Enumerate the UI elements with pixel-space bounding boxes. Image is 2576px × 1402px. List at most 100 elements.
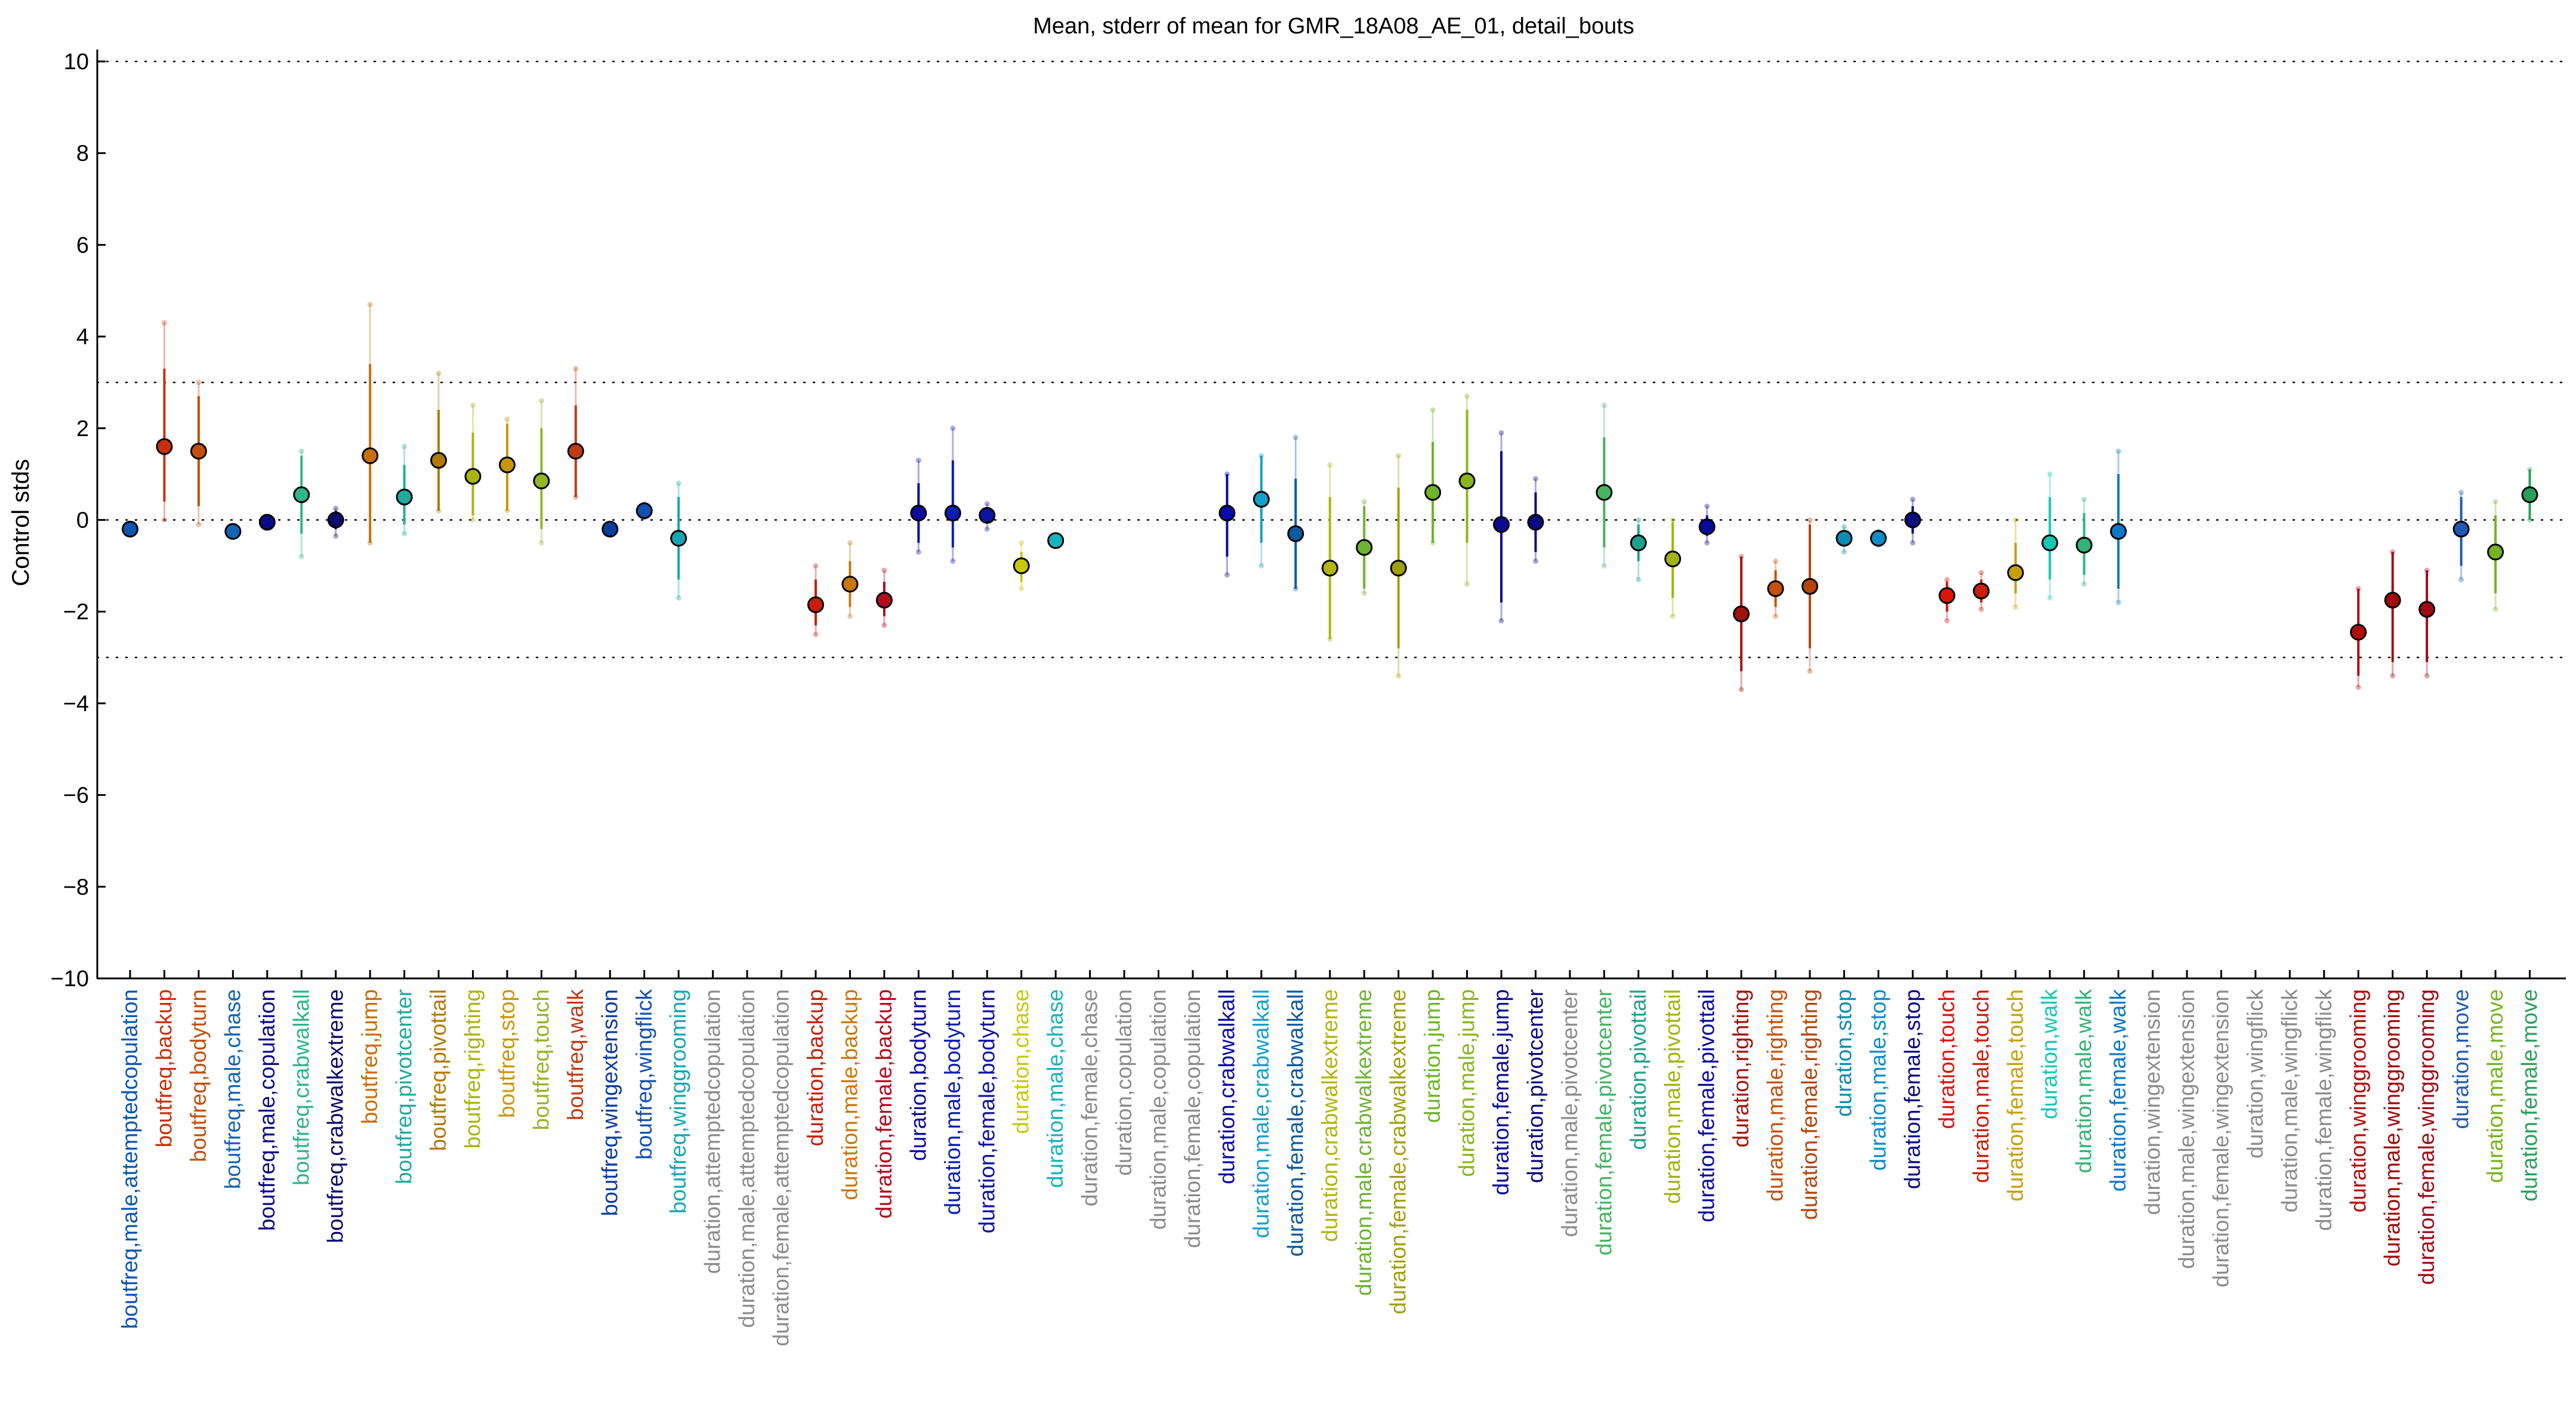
x-tick-label: boutfreq,wingextension [597,989,622,1216]
x-tick-label: duration,righting [1729,989,1753,1147]
mean-marker [1493,516,1510,533]
x-tick-label: duration,winggrooming [2346,989,2370,1212]
data-point-group [1356,499,1373,596]
mean-marker [533,473,550,490]
data-point-group [258,514,276,531]
mean-marker [498,456,516,474]
data-point-group [2075,496,2093,587]
x-tick-label: duration,female,righting [1797,989,1822,1220]
data-point-group [533,398,550,546]
x-tick-label: duration,male,righting [1763,989,1788,1202]
mean-marker [1287,525,1304,542]
range-cap [1361,590,1367,596]
range-cap [847,613,853,619]
x-tick-label: duration,female,touch [2003,989,2028,1202]
range-cap [984,526,990,532]
range-cap [1841,549,1847,555]
mean-marker [1596,484,1613,501]
x-tick-label: duration,female,backup [872,989,896,1219]
mean-marker [1767,580,1784,597]
x-tick-label: duration,male,wingflick [2277,989,2302,1213]
x-tick-label: duration,wingextension [2140,989,2165,1215]
mean-marker [910,504,927,521]
data-marks [122,301,2538,693]
data-point-group [1321,462,1338,642]
mean-marker [2384,591,2401,609]
x-tick-label: boutfreq,wingflick [632,989,656,1160]
range-cap [1841,524,1847,530]
mean-marker [807,596,824,613]
range-cap [813,563,819,569]
data-point-group [2110,448,2127,606]
mean-marker [1733,606,1750,623]
range-cap [1909,496,1915,502]
range-cap [1464,393,1470,399]
data-point-group [1424,407,1442,546]
x-tick-label: duration,male,crabwalkall [1249,989,1273,1238]
range-cap [2047,595,2053,601]
x-tick-label: duration,move [2449,989,2473,1129]
range-cap [813,632,819,638]
mean-marker [1321,560,1338,577]
data-point-group [1047,532,1065,549]
data-point-group [122,520,138,538]
x-tick-label: duration,copulation [1112,989,1136,1176]
range-cap [1258,563,1264,569]
x-tick-label: duration,male,backup [837,989,862,1200]
x-tick-label: duration,female,jump [1489,989,1513,1196]
range-cap [847,540,853,546]
data-point-group [327,505,344,539]
data-point-group [156,320,173,523]
mean-marker [224,523,242,540]
x-tick-label: boutfreq,male,copulation [255,989,279,1231]
x-tick-label: duration,female,crabwalkextreme [1386,989,1411,1314]
x-tick-label: duration,female,stop [1900,989,1924,1189]
mean-marker [2007,564,2024,581]
mean-marker [1390,560,1407,577]
range-cap [2458,576,2464,582]
data-point-group [1390,453,1407,679]
range-cap [1773,558,1779,564]
y-tick-label: 4 [76,325,89,350]
data-point-group [670,480,687,601]
range-cap [2492,606,2498,612]
mean-marker [1801,578,1819,595]
range-cap [2458,489,2464,495]
data-point-group [430,370,448,514]
y-tick-label: 8 [76,141,89,166]
range-cap [1019,540,1025,546]
data-point-group [1973,570,1990,612]
mean-marker [635,502,653,520]
range-cap [881,567,887,573]
mean-marker [1698,518,1716,536]
mean-marker [1218,504,1236,521]
range-cap [1498,430,1504,436]
mean-marker [2521,486,2538,504]
range-cap [196,379,202,385]
data-point-group [293,448,310,560]
chart-title: Mean, stderr of mean for GMR_18A08_AE_01… [1033,14,1634,39]
y-ticks: −10 −8 −6 −4 −2 0 2 4 6 8 10 [51,50,106,992]
x-tick-label: duration,crabwalkextreme [1318,989,1342,1242]
x-tick-label: duration,male,jump [1455,989,1479,1177]
range-cap [1396,673,1402,679]
data-point-group [2521,467,2538,523]
y-axis-label: Control stds [8,459,34,586]
data-point-group [635,501,653,521]
x-tick-label: boutfreq,stop [495,989,519,1118]
range-cap [950,558,956,564]
range-cap [2390,673,2396,679]
data-point-group [1767,558,1784,619]
x-tick-label: duration,bodyturn [906,989,930,1161]
range-cap [1464,581,1470,587]
x-tick-label: duration,female,wingextension [2208,989,2233,1287]
range-cap [1224,572,1230,578]
mean-marker [841,576,859,593]
x-tick-label: duration,wingflick [2243,989,2268,1159]
data-point-group [1287,434,1304,592]
x-tick-label: duration,male,copulation [1146,989,1171,1230]
data-point-group [567,366,584,500]
mean-marker [327,511,344,529]
range-cap [1532,475,1538,481]
data-point-group [1664,517,1682,619]
